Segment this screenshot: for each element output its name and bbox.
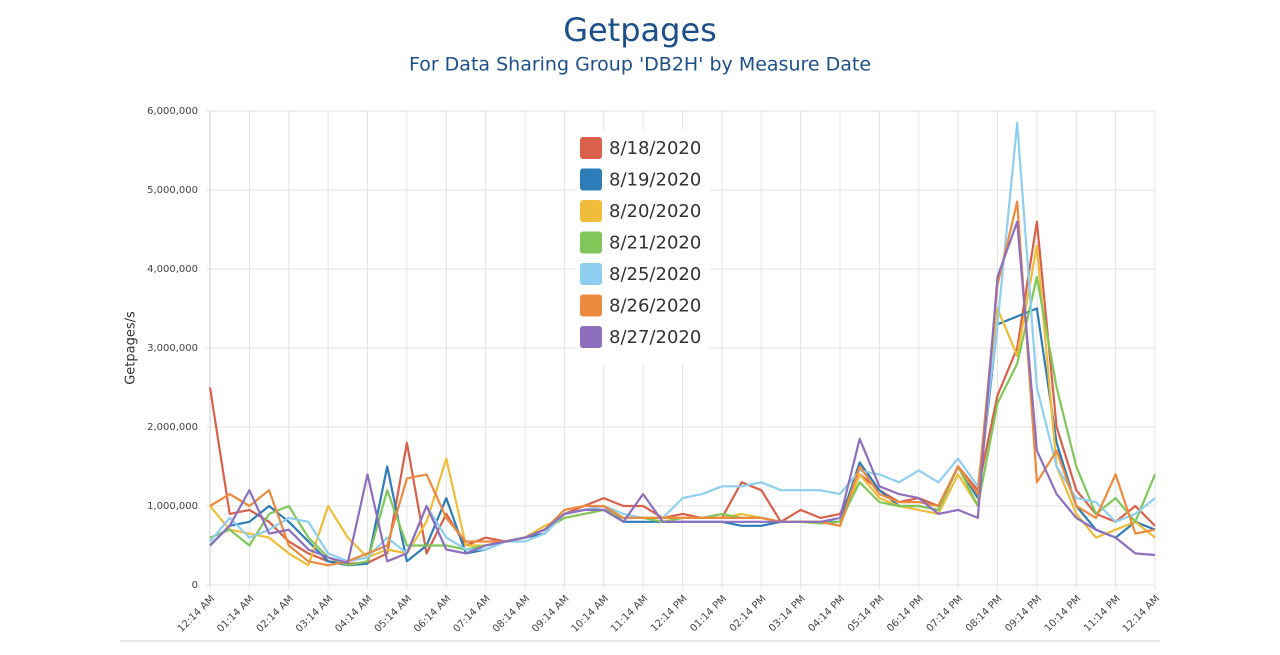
y-axis-label: Getpages/s <box>124 311 139 385</box>
x-tick-label: 07:14 AM <box>452 593 493 634</box>
legend-label: 8/20/2020 <box>609 201 701 222</box>
x-tick-label: 03:14 PM <box>767 593 808 634</box>
x-tick-label: 11:14 AM <box>609 593 650 634</box>
x-tick-label: 06:14 AM <box>412 593 453 634</box>
legend-label: 8/21/2020 <box>609 233 701 254</box>
y-tick-label: 1,000,000 <box>147 501 198 512</box>
legend-swatch <box>580 137 602 159</box>
x-tick-label: 03:14 AM <box>294 593 335 634</box>
x-tick-label: 09:14 AM <box>530 593 571 634</box>
x-tick-label: 06:14 PM <box>885 593 926 634</box>
legend-label: 8/18/2020 <box>609 138 701 159</box>
legend-label: 8/25/2020 <box>609 264 701 285</box>
chart-title: Getpages <box>563 11 717 49</box>
legend-swatch <box>580 263 602 285</box>
x-tick-label: 05:14 AM <box>373 593 414 634</box>
x-tick-label: 12:14 AM <box>176 593 217 634</box>
legend-label: 8/26/2020 <box>609 296 701 317</box>
x-tick-label: 08:14 PM <box>964 593 1005 634</box>
y-tick-label: 5,000,000 <box>147 185 198 196</box>
x-tick-label: 12:14 PM <box>649 593 690 634</box>
x-tick-label: 01:14 AM <box>215 593 256 634</box>
x-tick-label: 12:14 AM <box>1121 593 1162 634</box>
chart-subtitle: For Data Sharing Group 'DB2H' by Measure… <box>409 54 871 76</box>
x-tick-label: 02:14 PM <box>728 593 769 634</box>
legend-label: 8/27/2020 <box>609 327 701 348</box>
x-tick-label: 08:14 AM <box>491 593 532 634</box>
x-tick-label: 07:14 PM <box>925 593 966 634</box>
legend-swatch <box>580 200 602 222</box>
y-tick-label: 6,000,000 <box>147 106 198 117</box>
legend-swatch <box>580 231 602 254</box>
legend-swatch <box>580 294 602 317</box>
legend-swatch <box>580 326 602 348</box>
x-tick-label: 05:14 PM <box>846 593 887 634</box>
y-tick-label: 3,000,000 <box>147 343 198 354</box>
x-tick-label: 10:14 AM <box>570 593 611 634</box>
y-tick-label: 2,000,000 <box>147 422 198 433</box>
x-tick-label: 01:14 PM <box>688 593 729 634</box>
y-tick-label: 4,000,000 <box>147 264 198 275</box>
y-tick-label: 0 <box>192 580 198 591</box>
x-tick-label: 10:14 PM <box>1043 593 1084 634</box>
x-tick-label: 02:14 AM <box>255 593 296 634</box>
series-line <box>209 121 1156 563</box>
x-tick-label: 11:14 PM <box>1082 593 1123 634</box>
legend-swatch <box>580 168 602 191</box>
legend-label: 8/19/2020 <box>609 170 701 191</box>
x-tick-label: 09:14 PM <box>1003 593 1044 634</box>
series-line <box>209 220 1156 564</box>
x-tick-label: 04:14 AM <box>333 593 374 634</box>
x-tick-label: 04:14 PM <box>806 593 847 634</box>
legend: 8/18/2020 8/19/2020 8/20/2020 8/21/2020 8/25… <box>575 130 710 365</box>
